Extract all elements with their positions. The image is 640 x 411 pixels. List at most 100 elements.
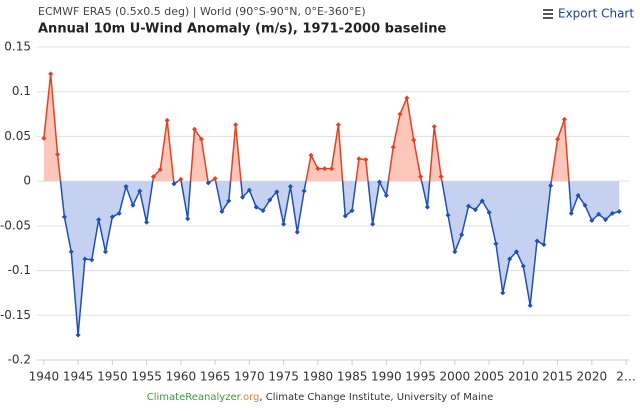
marker xyxy=(329,166,335,172)
x-tick-label: 1950 xyxy=(97,370,128,384)
marker xyxy=(137,188,143,194)
marker xyxy=(370,221,376,227)
marker xyxy=(575,192,581,198)
marker xyxy=(75,332,81,338)
x-tick-label: 2010 xyxy=(508,370,539,384)
marker xyxy=(260,208,266,214)
y-tick-label: -0.15 xyxy=(0,308,31,322)
marker xyxy=(390,144,396,150)
x-tick-label: 2… xyxy=(616,370,636,384)
x-tick-label: 1990 xyxy=(371,370,402,384)
y-tick-label: 0.1 xyxy=(12,84,31,98)
y-tick-label: 0 xyxy=(23,174,31,188)
x-tick-label: 2000 xyxy=(440,370,471,384)
footer-site[interactable]: ClimateReanalyzer xyxy=(147,392,242,403)
marker xyxy=(253,204,259,210)
source-line: ECMWF ERA5 (0.5x0.5 deg) | World (90°S-9… xyxy=(38,5,366,18)
export-button[interactable]: Export Chart xyxy=(543,7,634,21)
x-tick-label: 1975 xyxy=(268,370,299,384)
marker xyxy=(82,256,88,262)
x-tick-label: 1955 xyxy=(131,370,162,384)
marker xyxy=(315,166,321,172)
marker xyxy=(431,124,437,130)
marker xyxy=(123,184,129,190)
x-tick-label: 1940 xyxy=(29,370,60,384)
marker xyxy=(472,207,478,213)
marker xyxy=(589,217,595,223)
marker xyxy=(55,151,61,157)
marker xyxy=(294,229,300,235)
marker xyxy=(356,156,362,162)
chart-title: Annual 10m U-Wind Anomaly (m/s), 1971-20… xyxy=(38,22,446,37)
export-label[interactable]: Export Chart xyxy=(558,7,634,21)
marker xyxy=(418,174,424,180)
x-tick-label: 1995 xyxy=(405,370,436,384)
marker xyxy=(555,136,561,142)
marker xyxy=(349,208,355,214)
marker xyxy=(144,219,150,225)
marker xyxy=(445,212,451,218)
x-tick-label: 1980 xyxy=(303,370,334,384)
y-tick-label: -0.2 xyxy=(8,353,31,367)
marker xyxy=(438,174,444,180)
marker xyxy=(109,214,115,220)
menu-icon xyxy=(543,13,553,15)
menu-icon xyxy=(543,9,553,11)
marker xyxy=(376,179,382,185)
marker xyxy=(48,71,54,77)
marker xyxy=(287,184,293,190)
marker xyxy=(171,181,177,187)
marker xyxy=(212,175,218,181)
footer-tld: .org xyxy=(240,392,260,403)
x-tick-label: 1970 xyxy=(234,370,265,384)
marker xyxy=(150,174,156,180)
y-tick-label: 0.15 xyxy=(4,40,31,54)
x-tick-label: 1965 xyxy=(200,370,231,384)
x-tick-label: 2005 xyxy=(474,370,505,384)
marker xyxy=(233,122,239,128)
marker xyxy=(205,180,211,186)
marker xyxy=(561,116,567,122)
marker xyxy=(513,249,519,255)
marker xyxy=(322,166,328,172)
x-tick-label: 2015 xyxy=(542,370,573,384)
marker xyxy=(404,95,410,101)
marker xyxy=(411,137,417,143)
footer: ClimateReanalyzer.org, Climate Change In… xyxy=(147,392,493,403)
marker xyxy=(479,198,485,204)
marker xyxy=(493,241,499,247)
marker xyxy=(164,117,170,123)
marker xyxy=(274,189,280,195)
marker xyxy=(192,126,198,132)
marker xyxy=(424,204,430,210)
marker xyxy=(568,210,574,216)
footer-rest: , Climate Change Institute, University o… xyxy=(259,392,493,403)
marker xyxy=(96,217,102,223)
x-tick-label: 1960 xyxy=(166,370,197,384)
marker xyxy=(226,198,232,204)
marker xyxy=(281,221,287,227)
marker xyxy=(89,257,95,263)
marker xyxy=(548,183,554,189)
marker xyxy=(246,187,252,193)
marker xyxy=(466,203,472,209)
x-tick-label: 1945 xyxy=(63,370,94,384)
marker xyxy=(178,176,184,182)
marker xyxy=(500,290,506,296)
marker xyxy=(61,214,67,220)
marker xyxy=(459,232,465,238)
marker xyxy=(239,194,245,200)
y-tick-label: 0.05 xyxy=(4,129,31,143)
area-negative xyxy=(43,181,620,335)
marker xyxy=(486,209,492,215)
x-tick-label: 1985 xyxy=(337,370,368,384)
marker xyxy=(41,135,47,141)
marker xyxy=(267,197,273,203)
menu-icon xyxy=(543,17,553,19)
marker xyxy=(383,192,389,198)
marker xyxy=(308,152,314,158)
marker xyxy=(157,167,163,173)
marker xyxy=(582,202,588,208)
